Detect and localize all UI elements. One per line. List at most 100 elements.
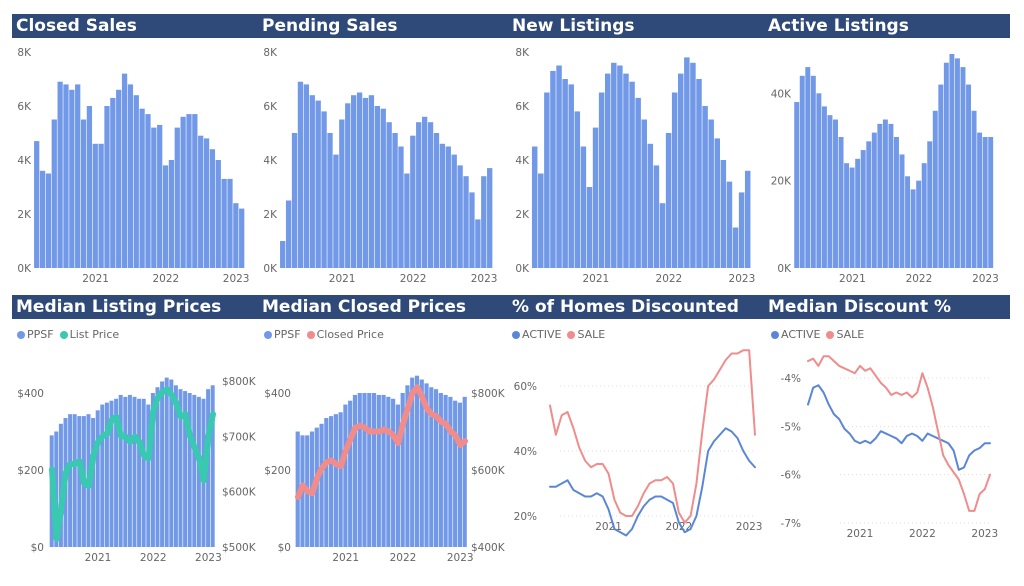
bar [921, 163, 927, 268]
bar [410, 135, 416, 268]
legend-item-active[interactable]: ACTIVE [512, 328, 561, 341]
bar [348, 400, 353, 547]
bar [580, 146, 587, 268]
bar [57, 81, 63, 268]
x-tick-label: 2021 [839, 273, 866, 285]
pct-homes-discounted-title: % of Homes Discounted [508, 295, 764, 319]
bar [371, 393, 377, 547]
bar [738, 192, 745, 268]
bar [696, 79, 702, 268]
bar [45, 173, 52, 268]
bar [339, 119, 345, 268]
bar [419, 379, 424, 547]
bar [203, 138, 210, 268]
bar [805, 67, 811, 268]
y-tick-label: 0K [17, 263, 32, 275]
y-tick-label: $400 [17, 388, 44, 400]
bar [457, 165, 463, 268]
bar [463, 176, 469, 268]
bar [104, 106, 110, 268]
bar [338, 412, 343, 547]
bar [368, 95, 375, 268]
bar [186, 114, 192, 268]
new-listings-title: New Listings [508, 14, 764, 38]
bar [315, 100, 321, 268]
y2-tick-label: $700K [222, 431, 257, 443]
y2-tick-label: $600K [471, 465, 506, 477]
bar [438, 393, 443, 547]
bar [916, 180, 922, 268]
bar [448, 396, 453, 547]
bar [849, 167, 855, 268]
bar [221, 178, 227, 268]
bar [910, 189, 916, 268]
bar [34, 141, 40, 268]
bar [977, 132, 983, 268]
bar [155, 387, 160, 547]
bar [98, 143, 104, 268]
bar [556, 65, 562, 268]
bar [386, 122, 392, 268]
bar [280, 241, 286, 268]
y-tick-label: 6K [263, 101, 278, 113]
x-tick-label: 2023 [195, 552, 222, 564]
bar [386, 396, 391, 547]
y-tick-label: 6K [515, 101, 530, 113]
active-listings-title: Active Listings [764, 14, 1010, 38]
bar [860, 150, 866, 268]
y-tick-label: 60% [514, 381, 537, 393]
chart-active-listings: 0K 20K 40K 2021 2022 2023 [771, 54, 999, 285]
bar [611, 62, 617, 268]
bar [598, 92, 605, 268]
bar [586, 187, 593, 268]
bar [433, 389, 439, 547]
bar [702, 106, 708, 268]
chart-pct-homes-discounted: 20%40%60%2021 2022 2023 [514, 349, 763, 537]
bar [68, 414, 73, 547]
legend-item-sale[interactable]: SALE [567, 328, 605, 341]
legend-item-closed-price[interactable]: Closed Price [306, 328, 384, 341]
bar [531, 146, 538, 268]
median-discount-title: Median Discount % [764, 295, 1010, 319]
legend-item-active[interactable]: ACTIVE [771, 328, 820, 341]
bar [462, 396, 467, 547]
bar [544, 92, 550, 268]
bar [659, 203, 666, 268]
bar [838, 136, 844, 268]
bar [86, 106, 93, 268]
bar [132, 396, 137, 547]
bar [69, 89, 75, 268]
bar [475, 219, 481, 268]
x-tick-label: 2022 [665, 521, 692, 533]
bar [77, 416, 82, 547]
bar [708, 119, 714, 268]
bar [647, 143, 654, 268]
bar [439, 143, 446, 268]
y-tick-label: $0 [278, 542, 291, 554]
bar [321, 111, 327, 269]
bar [833, 119, 838, 269]
y-tick-label: 8K [263, 47, 278, 59]
legend-item-list-price[interactable]: List Price [59, 328, 119, 341]
bar [744, 170, 751, 268]
bar [568, 84, 574, 269]
y-tick-label: 40K [771, 88, 792, 100]
y-tick-label: 0K [263, 263, 278, 275]
bar [821, 106, 827, 268]
legend-item-ppsf[interactable]: PPSF [17, 328, 54, 341]
bar [938, 84, 944, 268]
bar [297, 81, 304, 268]
bar [641, 119, 647, 268]
chart-pending-sales: 0K 2K 4K 6K 8K 2021 2022 2023 [263, 47, 497, 285]
bar [487, 168, 493, 268]
legend-item-ppsf[interactable]: PPSF [264, 328, 301, 341]
bar [150, 393, 155, 547]
x-tick-label: 2021 [847, 528, 874, 540]
x-tick-label: 2023 [223, 273, 250, 285]
bar [162, 165, 169, 268]
legend-item-sale[interactable]: SALE [826, 328, 864, 341]
y2-tick-label: $400K [471, 542, 506, 554]
bar [183, 391, 188, 547]
legend-pct-discounted: ACTIVE SALE [512, 328, 605, 341]
bar [932, 110, 938, 268]
